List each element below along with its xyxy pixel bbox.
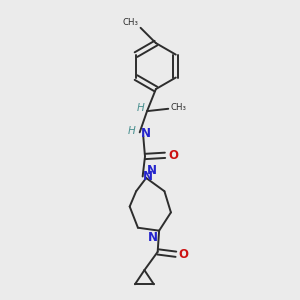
Text: N: N [148,231,158,244]
Text: N: N [147,164,157,177]
Text: O: O [168,149,178,162]
Text: N: N [143,170,153,183]
Text: H: H [128,126,136,136]
Text: CH₃: CH₃ [122,18,139,27]
Text: CH₃: CH₃ [170,103,186,112]
Text: H: H [136,103,144,112]
Text: N: N [141,127,151,140]
Text: O: O [179,248,189,261]
